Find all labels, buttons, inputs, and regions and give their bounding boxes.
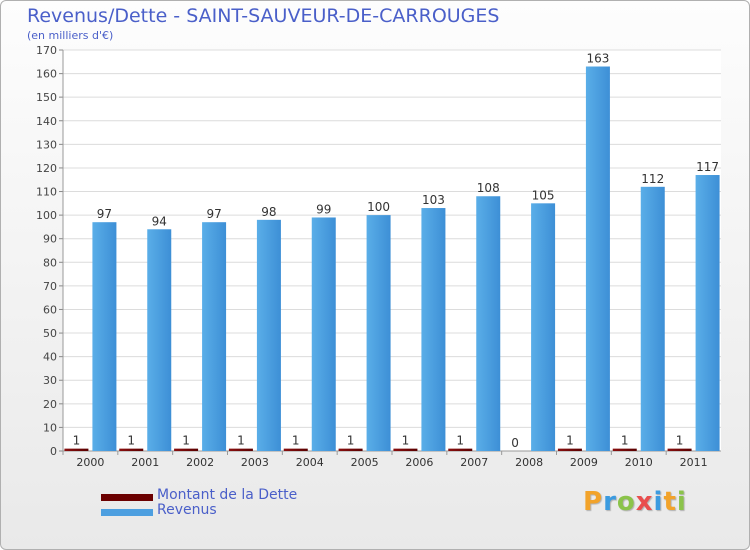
data-label-revenus: 97	[97, 207, 112, 221]
data-label-dette: 0	[511, 436, 519, 450]
bar-revenus	[421, 208, 446, 451]
bar-dette	[338, 448, 363, 451]
y-tick-label: 30	[43, 374, 57, 387]
logo-letter: P	[583, 487, 604, 517]
data-label-revenus: 112	[641, 172, 664, 186]
logo-letter: t	[663, 487, 677, 517]
data-label-dette: 1	[73, 434, 81, 448]
y-tick-label: 100	[36, 209, 57, 222]
bar-revenus	[311, 217, 336, 451]
y-tick-label: 140	[36, 115, 57, 128]
y-tick-label: 160	[36, 68, 57, 81]
bar-revenus	[695, 175, 720, 452]
x-tick-label: 2004	[296, 456, 324, 469]
data-label-dette: 1	[456, 434, 464, 448]
data-label-revenus: 100	[367, 200, 390, 214]
data-label-dette: 1	[292, 434, 300, 448]
x-tick-label: 2007	[460, 456, 488, 469]
data-label-revenus: 94	[152, 214, 167, 228]
y-tick-label: 20	[43, 398, 57, 411]
chart-title: Revenus/Dette - SAINT-SAUVEUR-DE-CARROUG…	[27, 5, 500, 27]
plot-area	[63, 50, 721, 451]
bar-revenus	[531, 203, 556, 451]
x-tick-label: 2006	[405, 456, 433, 469]
y-tick-label: 170	[36, 44, 57, 57]
data-label-revenus: 108	[477, 181, 500, 195]
data-label-dette: 1	[182, 434, 190, 448]
bar-dette	[612, 448, 637, 451]
logo-letter: x	[635, 487, 654, 517]
data-label-dette: 1	[402, 434, 410, 448]
bar-revenus	[476, 196, 501, 451]
y-tick-label: 90	[43, 233, 57, 246]
bar-revenus	[366, 215, 391, 451]
data-label-revenus: 105	[532, 188, 555, 202]
y-tick-label: 70	[43, 280, 57, 293]
bar-dette	[667, 448, 692, 451]
x-tick-label: 2008	[515, 456, 543, 469]
x-tick-label: 2000	[76, 456, 104, 469]
y-tick-label: 110	[36, 186, 57, 199]
y-tick-label: 150	[36, 91, 57, 104]
data-label-dette: 1	[676, 434, 684, 448]
bar-dette	[228, 448, 253, 451]
y-tick-label: 60	[43, 303, 57, 316]
y-tick-label: 40	[43, 351, 57, 364]
bar-dette	[174, 448, 199, 451]
y-tick-label: 10	[43, 421, 57, 434]
x-tick-label: 2002	[186, 456, 214, 469]
x-tick-label: 2001	[131, 456, 159, 469]
legend-label-revenus: Revenus	[157, 502, 217, 518]
chart-subtitle: (en milliers d'€)	[27, 29, 114, 42]
legend-swatch-dette	[101, 494, 153, 501]
y-tick-label: 80	[43, 256, 57, 269]
data-label-dette: 1	[347, 434, 355, 448]
data-label-dette: 1	[237, 434, 245, 448]
logo-letter: i	[676, 487, 687, 517]
logo-letter: r	[603, 487, 617, 517]
data-label-revenus: 117	[696, 160, 719, 174]
logo-letter: o	[616, 487, 636, 517]
data-label-dette: 1	[566, 434, 574, 448]
bar-dette	[119, 448, 144, 451]
x-tick-label: 2005	[351, 456, 379, 469]
bar-revenus	[640, 186, 665, 451]
data-label-revenus: 97	[206, 207, 221, 221]
data-label-dette: 1	[621, 434, 629, 448]
data-label-dette: 1	[127, 434, 135, 448]
y-tick-label: 0	[50, 445, 57, 458]
y-tick-label: 130	[36, 138, 57, 151]
legend-swatch-revenus	[101, 509, 153, 516]
logo-letter: i	[653, 487, 664, 517]
bar-revenus	[92, 222, 117, 451]
x-tick-label: 2003	[241, 456, 269, 469]
bar-revenus	[202, 222, 227, 451]
bar-revenus	[256, 219, 281, 451]
x-tick-label: 2010	[625, 456, 653, 469]
bar-dette	[557, 448, 582, 451]
x-tick-label: 2009	[570, 456, 598, 469]
data-label-revenus: 163	[586, 52, 609, 66]
bar-revenus	[585, 66, 610, 451]
bar-revenus	[147, 229, 172, 451]
legend-label-dette: Montant de la Dette	[157, 487, 298, 503]
data-label-revenus: 99	[316, 202, 331, 216]
data-label-revenus: 98	[261, 205, 276, 219]
bar-dette	[393, 448, 418, 451]
bar-dette	[64, 448, 89, 451]
y-tick-label: 50	[43, 327, 57, 340]
y-tick-label: 120	[36, 162, 57, 175]
x-tick-label: 2011	[680, 456, 708, 469]
bar-dette	[283, 448, 308, 451]
data-label-revenus: 103	[422, 193, 445, 207]
proxiti-logo: Proxiti	[583, 487, 687, 517]
bar-dette	[448, 448, 473, 451]
